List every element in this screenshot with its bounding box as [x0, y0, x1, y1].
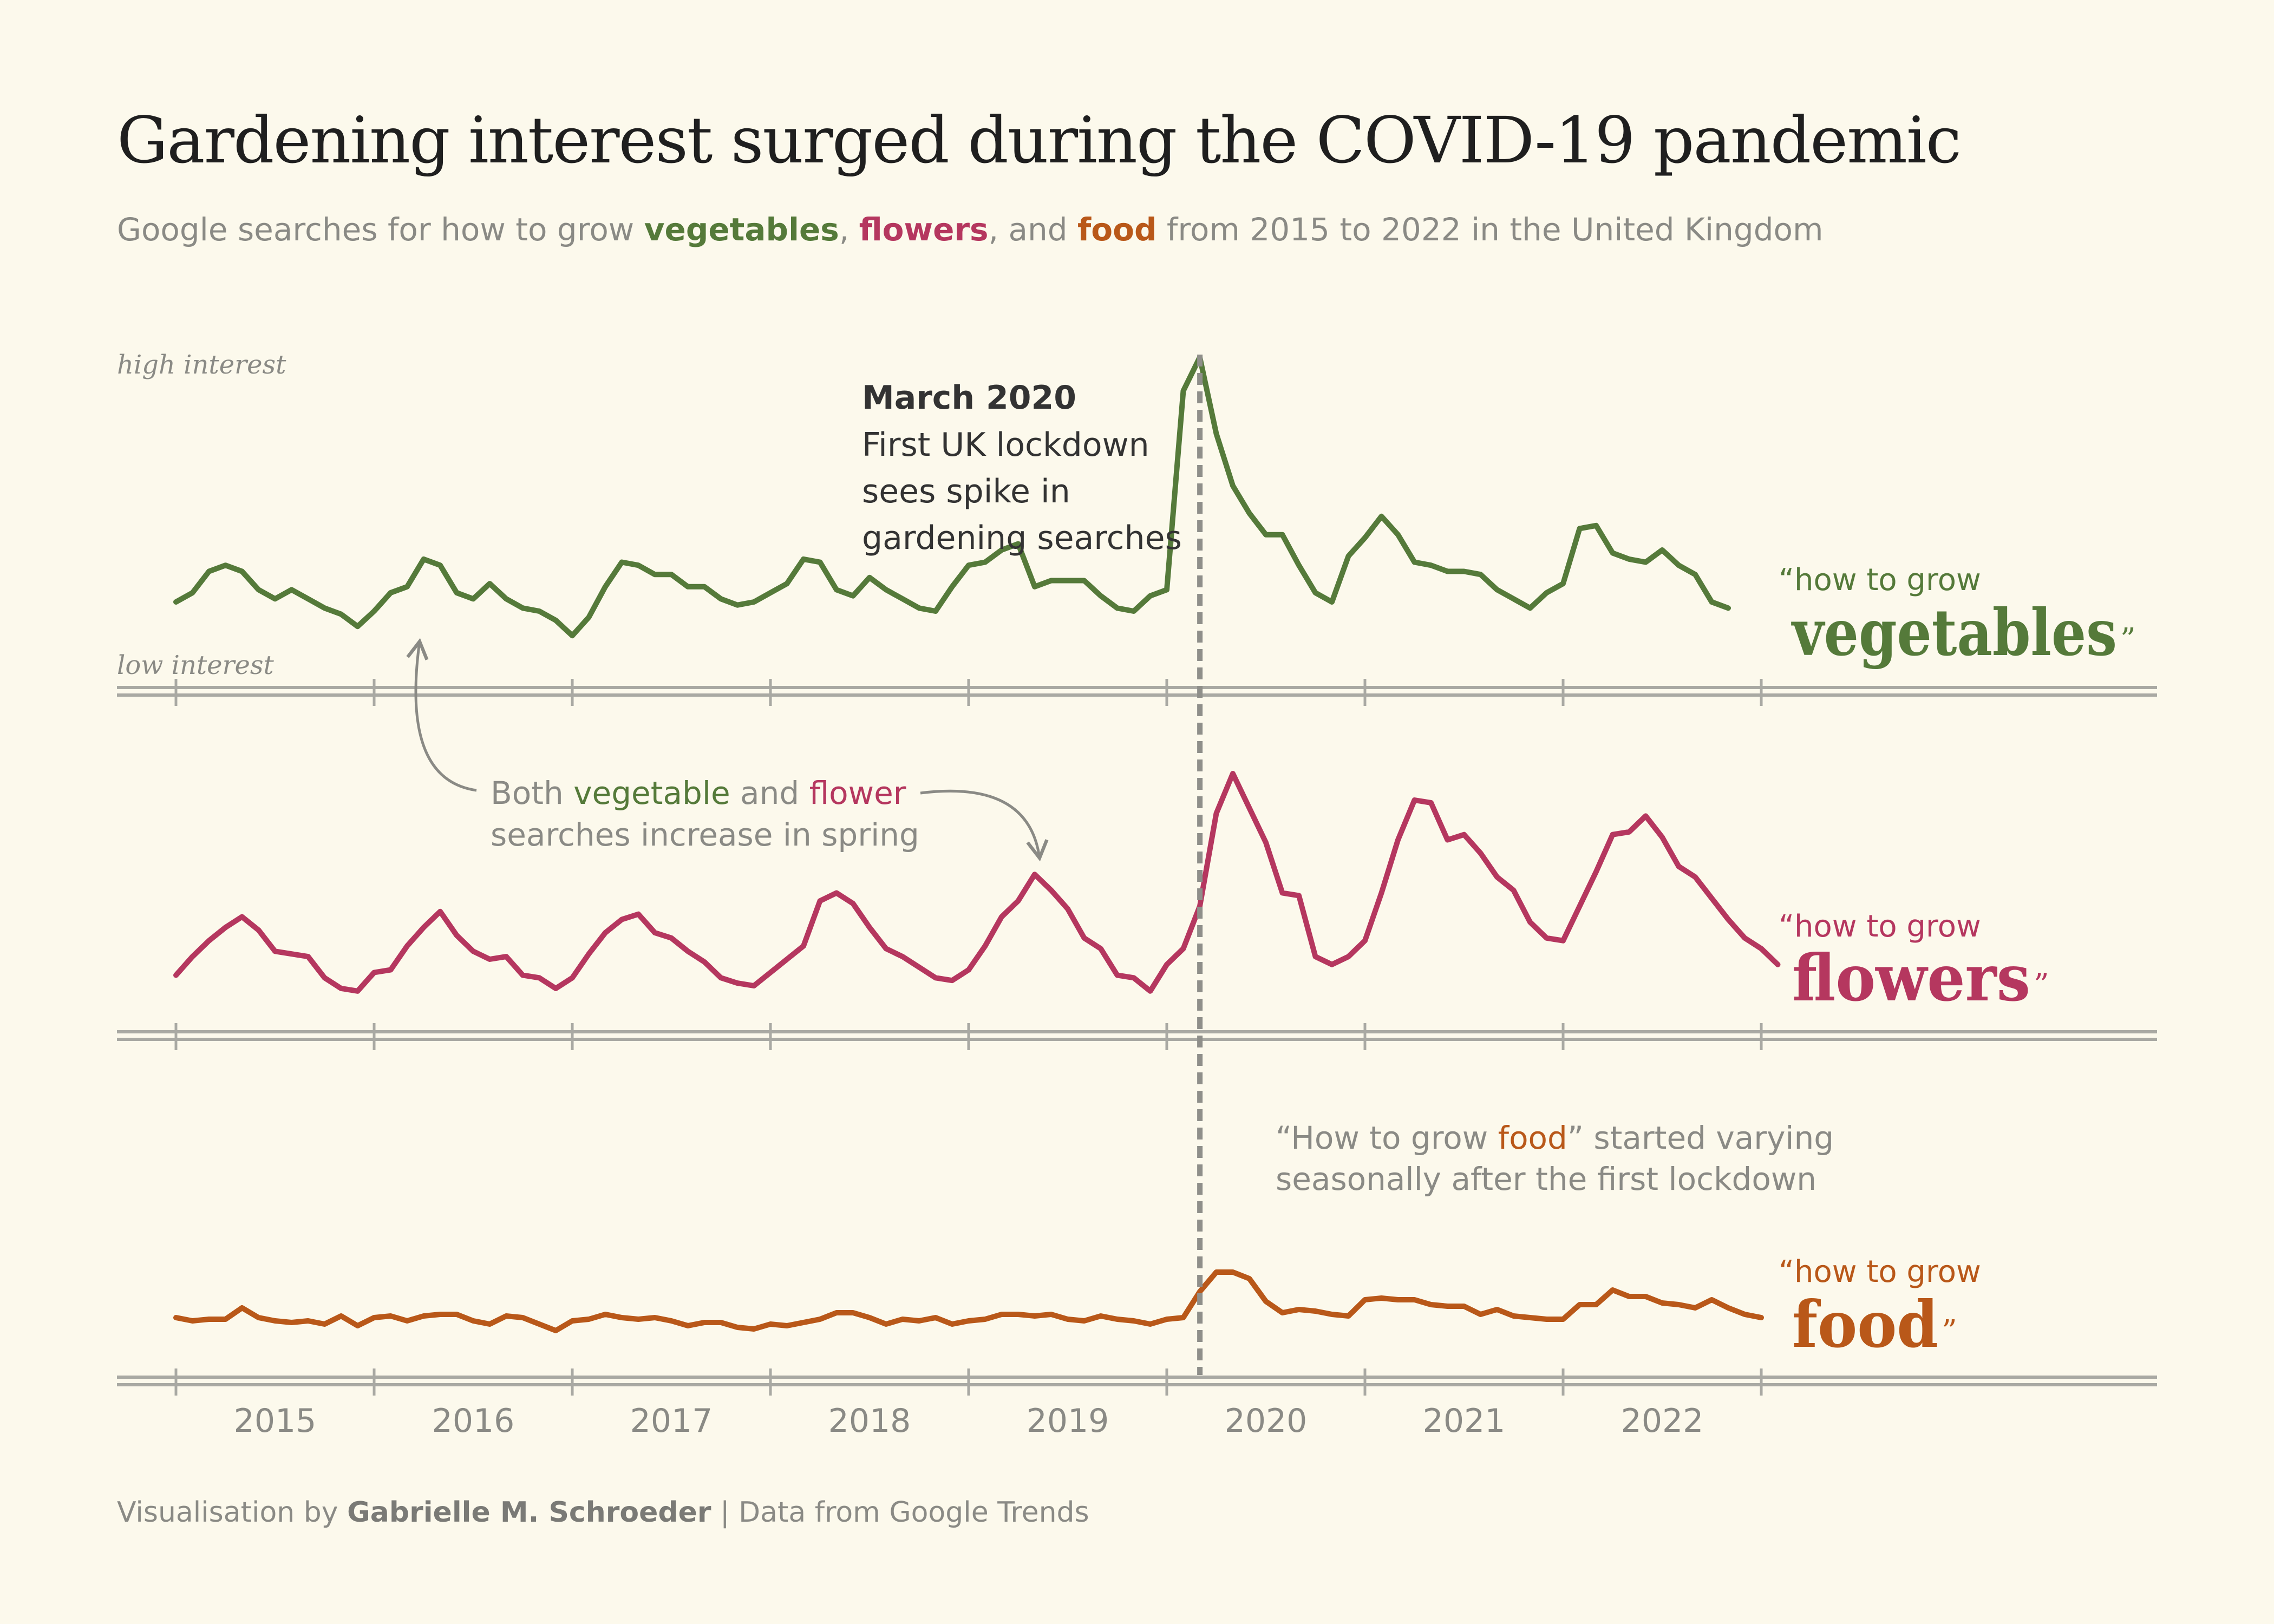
series-label-name: vegetables [1791, 595, 2117, 670]
x-tick-label: 2020 [1225, 1402, 1308, 1440]
subtitle: Google searches for how to grow vegetabl… [117, 211, 1824, 248]
x-tick-label: 2017 [630, 1402, 713, 1440]
y-label-high: high interest [117, 350, 286, 380]
series-label-name: food [1792, 1287, 1938, 1362]
x-tick-label: 2019 [1027, 1402, 1109, 1440]
series-label-close-quote: ” [2034, 967, 2049, 1003]
x-tick-label: 2018 [828, 1402, 911, 1440]
footer-separator: | [711, 1496, 739, 1529]
footer-source: Data from Google Trends [739, 1496, 1089, 1529]
x-tick-label: 2016 [432, 1402, 515, 1440]
series-label-flowers: “how to grow flowers ” [1779, 909, 2049, 1016]
footer-author: Gabrielle M. Schroeder [347, 1496, 711, 1529]
spring-annotation-line: Both vegetable and flower [491, 775, 906, 811]
x-tick-labels: 2015 2016 2017 2018 2019 2020 2021 2022 [234, 1402, 1704, 1440]
footer-credit-prefix: Visualisation by [117, 1496, 348, 1529]
x-tick-label: 2015 [234, 1402, 317, 1440]
series-label-prefix: “how to grow [1779, 909, 1981, 944]
footer: Visualisation by Gabrielle M. Schroeder … [117, 1496, 1089, 1529]
spring-annotation-line: searches increase in spring [491, 816, 919, 853]
series-label-close-quote: ” [1942, 1314, 1957, 1349]
subtitle-separator: , [839, 211, 859, 248]
series-line-vegetables [173, 355, 1731, 639]
tick-marks [174, 679, 1763, 1396]
food-annotation-line: “How to grow food” started varying [1276, 1119, 1834, 1156]
subtitle-suffix: from 2015 to 2022 in the United Kingdom [1156, 211, 1824, 248]
spring-annotation: Both vegetable and flower searches incre… [491, 775, 919, 853]
lockdown-annotation-title: March 2020 [862, 379, 1076, 417]
food-annotation-line: seasonally after the first lockdown [1276, 1161, 1816, 1197]
spring-arrow-left [406, 638, 477, 792]
series-label-prefix: “how to grow [1779, 562, 1981, 598]
subtitle-keyword-food: food [1077, 211, 1157, 248]
series-line-flowers [173, 771, 1781, 994]
series-label-close-quote: ” [2120, 622, 2136, 657]
lockdown-annotation-line: gardening searches [862, 519, 1182, 557]
lockdown-annotation: March 2020 First UK lockdown sees spike … [862, 379, 1182, 557]
x-tick-label: 2022 [1621, 1402, 1704, 1440]
subtitle-keyword-vegetables: vegetables [644, 211, 839, 248]
page-title: Gardening interest surged during the COV… [117, 103, 1962, 178]
subtitle-prefix: Google searches for how to grow [117, 211, 644, 248]
spring-arrow-right [920, 789, 1049, 862]
food-annotation: “How to grow food” started varying seaso… [1276, 1119, 1834, 1197]
subtitle-keyword-flowers: flowers [859, 211, 989, 248]
series-label-food: “how to grow food ” [1779, 1254, 1981, 1362]
lockdown-annotation-line: First UK lockdown [862, 426, 1149, 464]
axes [117, 686, 2157, 1386]
lockdown-annotation-line: sees spike in [862, 473, 1070, 510]
x-tick-label: 2021 [1423, 1402, 1506, 1440]
subtitle-separator: , and [988, 211, 1078, 248]
series-label-vegetables: “how to grow vegetables ” [1779, 562, 2136, 670]
series-label-name: flowers [1792, 940, 2030, 1016]
y-label-low: low interest [117, 650, 275, 680]
series-label-prefix: “how to grow [1779, 1254, 1981, 1289]
series-line-food [173, 1269, 1764, 1333]
